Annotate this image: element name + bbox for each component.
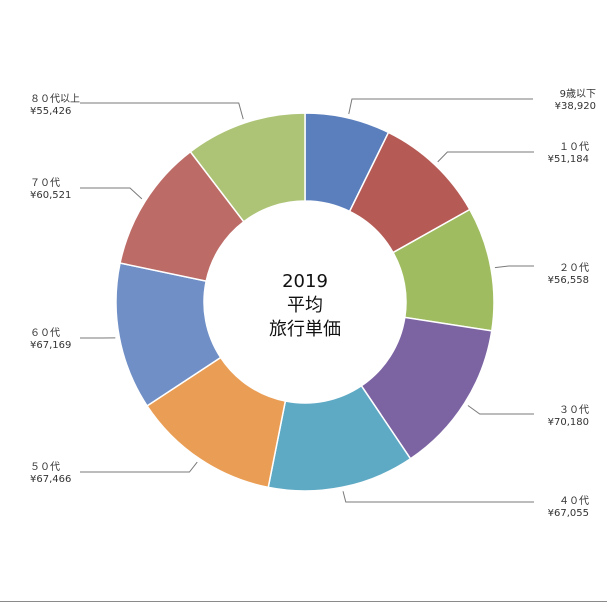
center-title-line-3: 旅行単価: [269, 319, 341, 340]
center-title: 2019 平均 旅行単価: [269, 271, 341, 340]
donut-slices: [115, 112, 495, 492]
leader-line-2: [437, 151, 534, 163]
slice-label-category-3: ２０代: [559, 262, 589, 274]
center-title-line-2: 平均: [287, 295, 323, 316]
bottom-border: [0, 601, 607, 602]
slice-labels: 9歳以下¥38,920 １０代¥51,184 ２０代¥56,558 ３０代¥70,18…: [30, 88, 596, 519]
slice-label-value-5: ¥67,055: [548, 508, 589, 519]
leader-line-8: [80, 187, 143, 200]
slice-label-value-7: ¥67,169: [30, 340, 71, 351]
leader-line-4: [467, 405, 534, 415]
slice-label-category-1: 9歳以下: [560, 88, 596, 100]
slice-label-category-6: ５０代: [30, 461, 60, 473]
slice-label-value-3: ¥56,558: [548, 275, 589, 286]
slice-label-value-4: ¥70,180: [548, 417, 589, 428]
slice-label-category-5: ４０代: [559, 495, 589, 507]
slice-label-value-2: ¥51,184: [548, 154, 589, 165]
slice-label-category-7: ６０代: [30, 327, 60, 339]
leader-lines: [80, 98, 534, 503]
slice-label-value-8: ¥60,521: [30, 190, 71, 201]
slice-9: [189, 112, 306, 223]
slice-label-value-9: ¥55,426: [30, 106, 71, 117]
leader-line-5: [342, 491, 534, 503]
slice-label-category-9: ８０代以上: [30, 93, 80, 105]
slice-label-category-8: ７０代: [30, 177, 60, 189]
slice-label-category-2: １０代: [559, 141, 589, 153]
slice-label-value-1: ¥38,920: [555, 101, 596, 112]
leader-line-1: [348, 98, 533, 115]
slice-label-value-6: ¥67,466: [30, 474, 71, 485]
leader-line-6: [80, 461, 198, 473]
leader-line-3: [494, 265, 534, 269]
leader-line-9: [80, 102, 244, 120]
center-title-line-1: 2019: [282, 271, 328, 292]
slice-label-category-4: ３０代: [559, 404, 589, 416]
